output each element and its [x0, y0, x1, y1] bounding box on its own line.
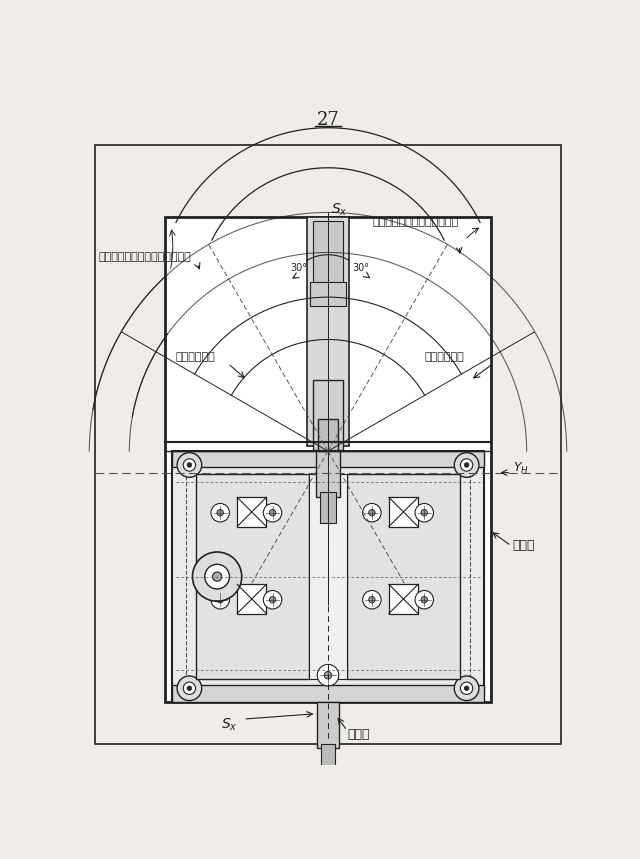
Bar	[317, 419, 339, 457]
Circle shape	[415, 590, 433, 609]
Text: ２７ａ: ２７ａ	[348, 728, 370, 741]
Bar	[389, 584, 418, 613]
Circle shape	[269, 509, 276, 516]
Text: $Y_H$: $Y_H$	[513, 460, 529, 476]
Text: ２７ｃ: ２７ｃ	[513, 539, 535, 552]
Circle shape	[324, 672, 332, 679]
Bar	[317, 702, 339, 748]
Bar	[164, 217, 492, 702]
Circle shape	[269, 596, 276, 603]
Bar	[348, 474, 460, 679]
Circle shape	[263, 590, 282, 609]
Circle shape	[454, 453, 479, 478]
Text: プラスポイントライン６０度: プラスポイントライン６０度	[372, 217, 459, 228]
Circle shape	[211, 590, 230, 609]
Bar	[172, 685, 484, 702]
Circle shape	[183, 459, 196, 471]
Circle shape	[317, 664, 339, 686]
Circle shape	[205, 564, 230, 589]
Bar	[313, 221, 343, 283]
Bar	[237, 497, 266, 527]
Circle shape	[217, 509, 223, 516]
Circle shape	[464, 686, 469, 691]
Text: $S_x$: $S_x$	[221, 717, 238, 734]
Bar	[308, 474, 348, 679]
Circle shape	[363, 590, 381, 609]
Bar	[186, 463, 470, 691]
Bar	[313, 381, 343, 449]
Circle shape	[211, 503, 230, 522]
Circle shape	[415, 503, 433, 522]
Bar	[172, 451, 484, 702]
Text: $S_x$: $S_x$	[331, 201, 348, 217]
Bar	[307, 217, 349, 446]
Circle shape	[421, 509, 428, 516]
Circle shape	[460, 459, 473, 471]
Bar	[321, 745, 335, 771]
Circle shape	[263, 503, 282, 522]
Circle shape	[464, 463, 469, 467]
Text: 27: 27	[317, 111, 339, 129]
Bar	[316, 451, 340, 497]
Circle shape	[177, 453, 202, 478]
Circle shape	[363, 503, 381, 522]
Bar	[237, 584, 266, 613]
Bar	[389, 497, 418, 527]
Circle shape	[369, 509, 375, 516]
Text: マイナスポイントライン６０度: マイナスポイントライン６０度	[99, 252, 191, 262]
Text: ライン３０度: ライン３０度	[175, 352, 215, 362]
Text: 30°: 30°	[352, 263, 369, 273]
Circle shape	[187, 463, 192, 467]
Text: ライン３０度: ライン３０度	[424, 352, 464, 362]
Circle shape	[187, 686, 192, 691]
Circle shape	[454, 676, 479, 701]
Circle shape	[217, 596, 223, 603]
Circle shape	[460, 682, 473, 694]
Circle shape	[183, 682, 196, 694]
Circle shape	[369, 596, 375, 603]
Bar	[196, 474, 308, 679]
Circle shape	[177, 676, 202, 701]
Circle shape	[193, 552, 242, 601]
Circle shape	[421, 596, 428, 603]
Circle shape	[212, 572, 221, 582]
Bar	[172, 451, 484, 466]
Bar	[320, 492, 336, 523]
Bar	[310, 283, 346, 306]
Text: 30°: 30°	[291, 263, 307, 273]
